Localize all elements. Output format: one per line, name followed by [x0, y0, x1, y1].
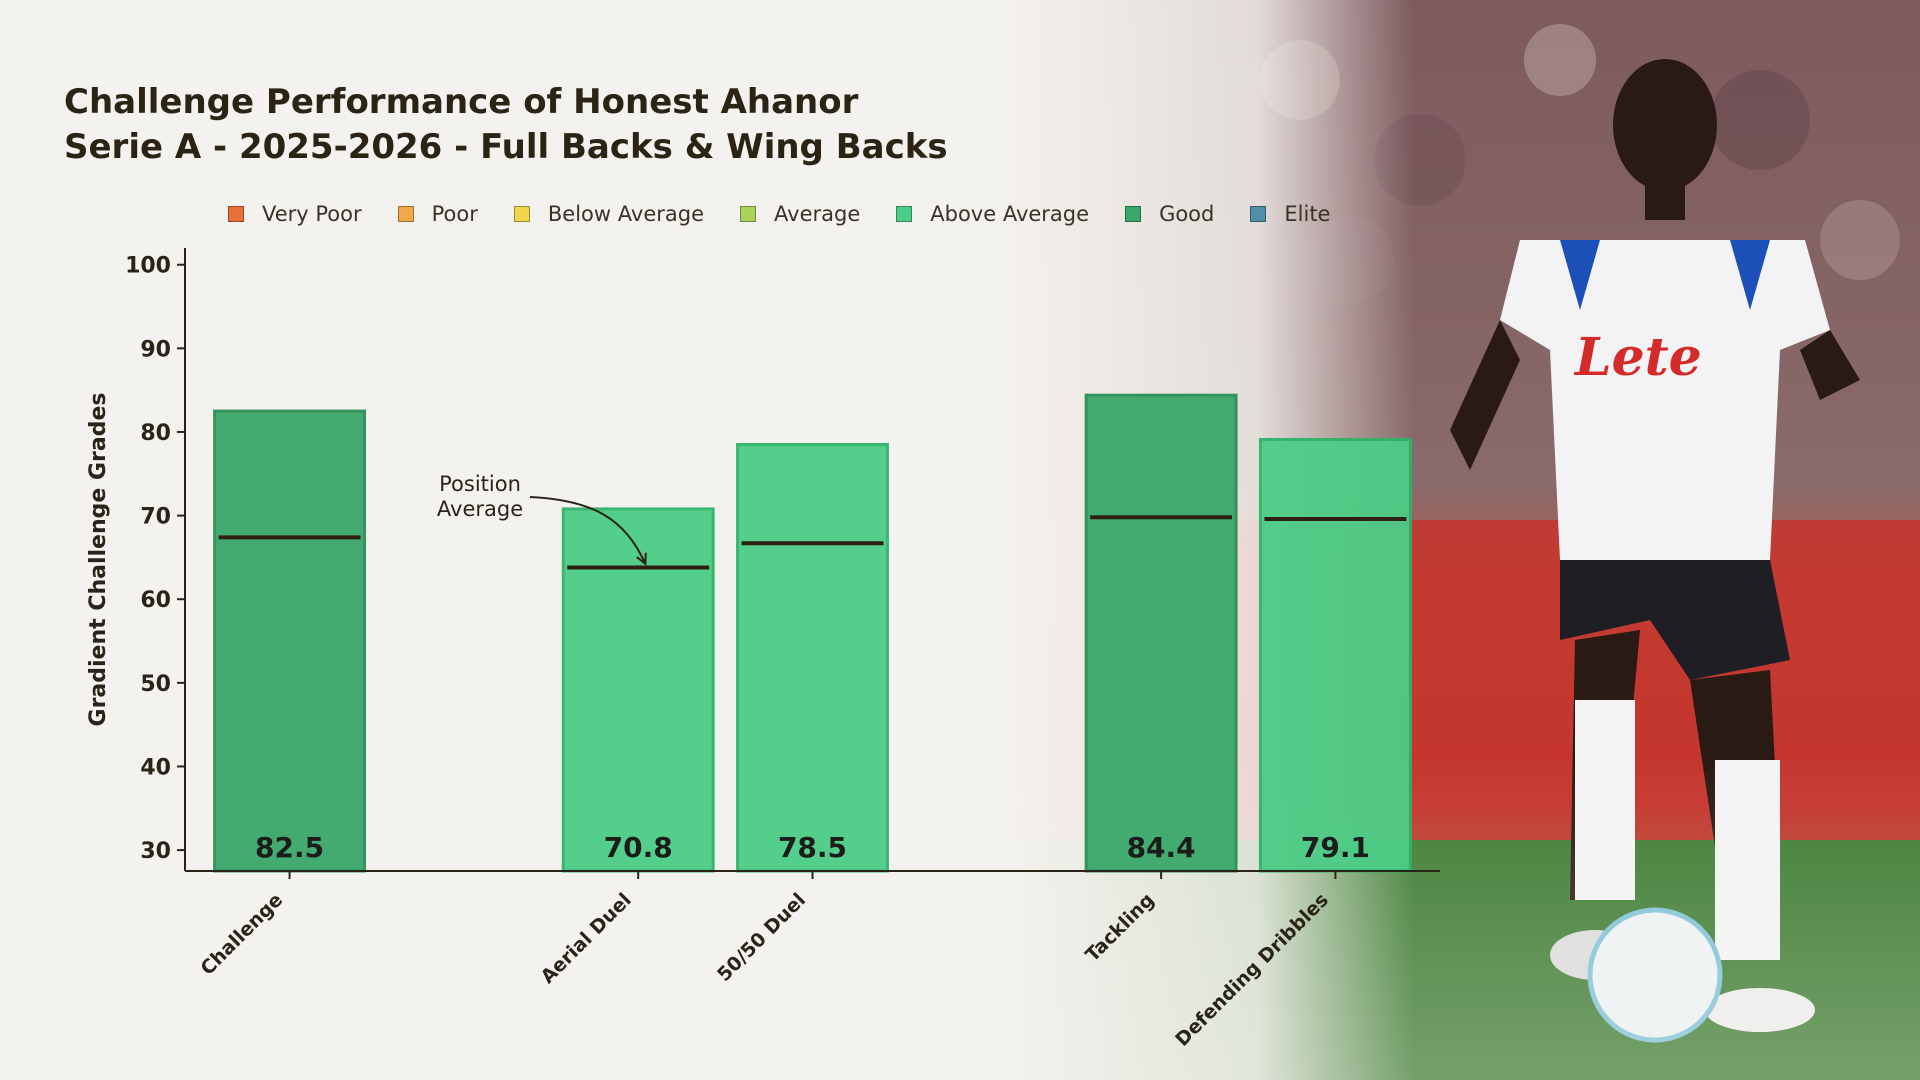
- legend-item-elite: Elite: [1250, 202, 1330, 226]
- bar-value-label: 84.4: [1127, 831, 1196, 864]
- legend-label: Average: [774, 202, 861, 226]
- y-tick-label: 60: [140, 588, 171, 613]
- bar: [213, 409, 367, 873]
- bar: [736, 443, 889, 873]
- position-average-arrow: [529, 496, 645, 563]
- legend-label: Above Average: [930, 202, 1090, 226]
- y-tick-label: 40: [140, 755, 171, 780]
- y-axis-label: Gradient Challenge Grades: [86, 393, 111, 727]
- bar-value-label: 78.5: [778, 831, 847, 864]
- legend-item-below-average: Below Average: [513, 202, 704, 226]
- y-tick-label: 80: [140, 421, 171, 446]
- legend-item-average: Average: [740, 202, 860, 226]
- position-average-annotation-line1: Position: [439, 472, 521, 496]
- legend-swatch: [1125, 206, 1142, 222]
- legend-swatch: [1250, 206, 1267, 222]
- y-tick-label: 30: [140, 839, 171, 864]
- y-tick-label: 100: [125, 254, 171, 279]
- x-tick-label: Challenge: [196, 889, 287, 980]
- legend-label: Good: [1159, 202, 1215, 226]
- bar: [1084, 393, 1238, 873]
- legend-label: Very Poor: [262, 202, 362, 226]
- x-tick-label: Defending Dribbles: [1171, 889, 1333, 1051]
- x-tick-label: 50/50 Duel: [713, 889, 810, 986]
- legend-label: Elite: [1284, 202, 1331, 226]
- legend-swatch: [896, 206, 913, 222]
- position-average-annotation-line2: Average: [437, 497, 523, 521]
- legend-item-very-poor: Very Poor: [228, 202, 362, 226]
- legend-item-above-average: Above Average: [896, 202, 1089, 226]
- legend-label: Poor: [431, 202, 478, 226]
- legend-label: Below Average: [547, 202, 704, 226]
- x-tick-label: Tackling: [1081, 889, 1158, 966]
- bar: [561, 507, 715, 873]
- legend-item-poor: Poor: [397, 202, 478, 226]
- legend-swatch: [228, 206, 244, 222]
- legend-swatch: [397, 206, 414, 222]
- chart-title: Challenge Performance of Honest Ahanor S…: [64, 80, 948, 170]
- title-line-2: Serie A - 2025-2026 - Full Backs & Wing …: [64, 127, 948, 167]
- bar-value-label: 82.5: [255, 831, 324, 864]
- title-line-1: Challenge Performance of Honest Ahanor: [64, 82, 859, 122]
- x-tick-label: Aerial Duel: [537, 889, 636, 988]
- y-tick-label: 70: [140, 505, 171, 530]
- legend-swatch: [740, 206, 756, 222]
- y-tick-label: 50: [140, 672, 171, 697]
- bar: [1258, 437, 1412, 873]
- legend-swatch: [513, 206, 530, 222]
- legend-item-good: Good: [1125, 202, 1214, 226]
- legend: Very Poor Poor Below Average Average Abo…: [228, 198, 1366, 230]
- bar-value-label: 79.1: [1301, 831, 1370, 864]
- y-tick-label: 90: [140, 337, 171, 362]
- bar-value-label: 70.8: [604, 831, 673, 864]
